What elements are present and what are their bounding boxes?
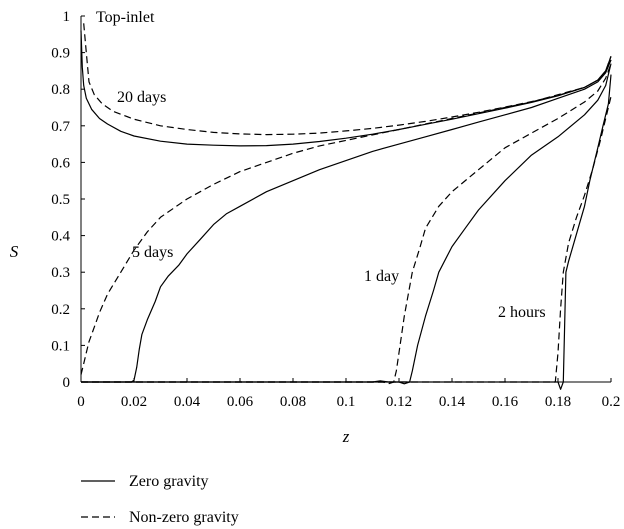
- annotation-5-days: 5 days: [132, 244, 173, 261]
- y-tick-label: 1: [63, 9, 71, 25]
- series-20-days-solid: [80, 30, 612, 147]
- legend: Zero gravity Non-zero gravity: [81, 473, 239, 526]
- y-tick-label: 0.9: [51, 46, 70, 62]
- series-2-hours-dashed: [81, 96, 612, 383]
- x-ticks: 0 0.02 0.04 0.06 0.08 0.1 0.12 0.14 0.16 0.18 0.2: [77, 378, 620, 410]
- series-1-day-solid: [81, 63, 612, 385]
- x-tick-label: 0: [77, 394, 85, 410]
- annotation-2-hours: 2 hours: [498, 304, 546, 321]
- x-tick-label: 0.12: [386, 394, 412, 410]
- series-5-days-solid: [81, 59, 612, 383]
- axes: [80, 16, 611, 383]
- x-tick-label: 0.08: [280, 394, 306, 410]
- y-tick-label: 0.1: [51, 338, 70, 354]
- y-tick-label: 0.7: [51, 119, 70, 135]
- y-ticks: 0 0.1 0.2 0.3 0.4 0.5 0.6 0.7 0.8 0.9 1: [51, 9, 85, 391]
- y-tick-label: 0.2: [51, 302, 70, 318]
- y-tick-label: 0.4: [51, 229, 70, 245]
- series-20-days-dashed: [83, 23, 612, 136]
- y-tick-label: 0.6: [51, 155, 70, 171]
- x-tick-label: 0.2: [602, 394, 621, 410]
- y-tick-label: 0.5: [51, 192, 70, 208]
- series-1-day-dashed: [81, 63, 612, 385]
- legend-label-non-zero-gravity: Non-zero gravity: [129, 509, 239, 526]
- x-tick-label: 0.16: [492, 394, 519, 410]
- series-lines: [80, 23, 612, 390]
- series-2-hours-solid: [81, 74, 612, 390]
- x-tick-label: 0.04: [174, 394, 201, 410]
- series-5-days-dashed: [80, 59, 612, 375]
- x-tick-label: 0.1: [337, 394, 356, 410]
- annotation-1-day: 1 day: [364, 268, 399, 285]
- x-tick-label: 0.18: [545, 394, 571, 410]
- legend-label-zero-gravity: Zero gravity: [129, 473, 209, 490]
- x-tick-label: 0.06: [227, 394, 254, 410]
- annotation-20-days: 20 days: [117, 89, 166, 106]
- x-tick-label: 0.02: [121, 394, 147, 410]
- y-tick-label: 0.3: [51, 265, 70, 281]
- x-axis-title: z: [342, 427, 350, 446]
- y-tick-label: 0: [63, 375, 71, 391]
- annotation-top-inlet: Top-inlet: [96, 9, 155, 26]
- y-tick-label: 0.8: [51, 82, 70, 98]
- y-axis-title: S: [10, 242, 19, 261]
- x-tick-label: 0.14: [439, 394, 466, 410]
